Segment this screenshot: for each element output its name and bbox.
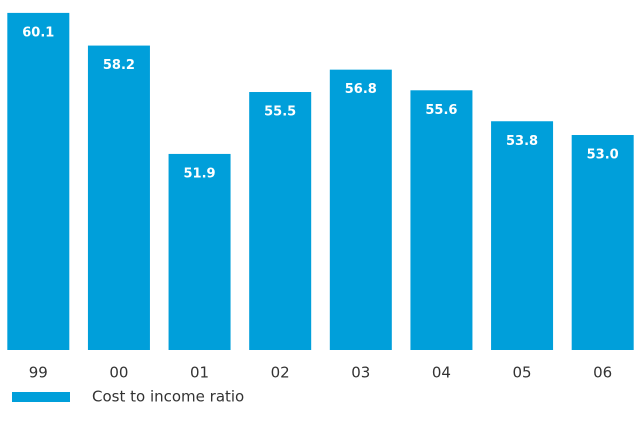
value-label: 55.6: [425, 103, 457, 118]
bar: [168, 153, 231, 350]
value-label: 56.8: [345, 82, 377, 97]
x-tick-label: 03: [351, 364, 370, 382]
bar: [491, 121, 554, 350]
legend-label: Cost to income ratio: [92, 388, 244, 406]
legend-swatch: [12, 392, 70, 402]
value-label: 53.8: [506, 134, 538, 149]
bar: [87, 45, 150, 351]
x-tick-label: 02: [271, 364, 290, 382]
bar: [7, 12, 70, 351]
x-tick-label: 06: [593, 364, 612, 382]
value-label: 55.5: [264, 105, 296, 120]
x-tick-label: 01: [190, 364, 209, 382]
bar: [249, 92, 312, 350]
value-label: 58.2: [103, 58, 135, 73]
x-tick-label: 04: [432, 364, 451, 382]
value-label: 51.9: [184, 166, 216, 181]
x-tick-label: 99: [29, 364, 48, 382]
bar: [571, 135, 634, 350]
bar: [410, 90, 473, 351]
bar: [329, 69, 392, 351]
value-label: 53.0: [587, 148, 619, 163]
value-label: 60.1: [22, 25, 54, 40]
x-tick-label: 05: [513, 364, 532, 382]
x-tick-label: 00: [109, 364, 128, 382]
